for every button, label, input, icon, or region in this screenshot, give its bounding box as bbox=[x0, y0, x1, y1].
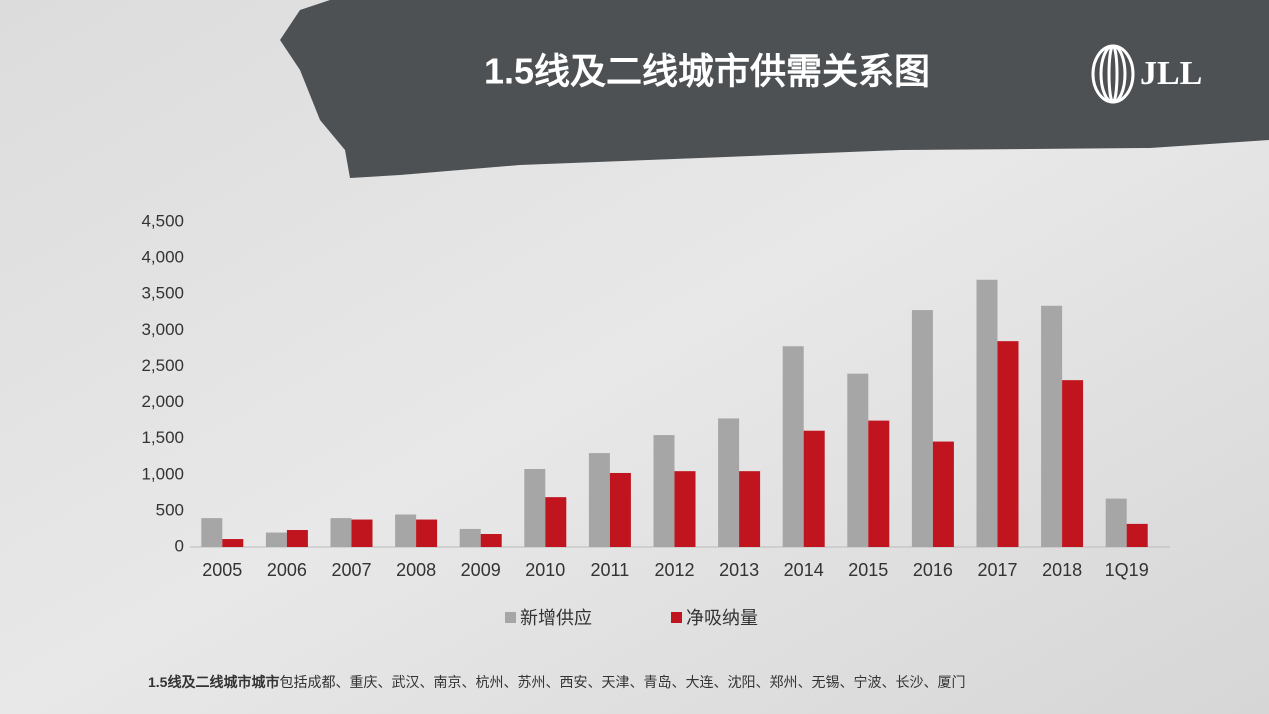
bar bbox=[480, 534, 502, 547]
bar bbox=[201, 518, 223, 547]
logo-mark bbox=[1107, 44, 1119, 104]
bar bbox=[932, 441, 954, 547]
x-tick-label: 2011 bbox=[591, 560, 630, 580]
bar bbox=[1041, 305, 1063, 547]
y-tick-label: 2,500 bbox=[141, 356, 184, 375]
legend-label: 新增供应 bbox=[520, 608, 592, 628]
x-tick-label: 2015 bbox=[848, 560, 888, 580]
bar bbox=[997, 341, 1019, 547]
title-band bbox=[280, 0, 1269, 178]
footnote-bold: 1.5线及二线城市城市 bbox=[148, 674, 279, 690]
y-tick-label: 1,000 bbox=[141, 464, 184, 483]
x-tick-label: 2010 bbox=[525, 560, 565, 580]
bar bbox=[718, 418, 740, 547]
footnote-text: 包括成都、重庆、武汉、南京、杭州、苏州、西安、天津、青岛、大连、沈阳、郑州、无锡… bbox=[279, 674, 965, 690]
bar bbox=[1126, 523, 1148, 547]
x-tick-label: 2008 bbox=[396, 560, 436, 580]
bar bbox=[739, 471, 761, 547]
x-tick-label: 2017 bbox=[977, 560, 1017, 580]
bar bbox=[351, 519, 373, 547]
bar bbox=[674, 471, 696, 547]
footnote: 1.5线及二线城市城市包括成都、重庆、武汉、南京、杭州、苏州、西安、天津、青岛、… bbox=[148, 674, 965, 690]
logo: JLL bbox=[1091, 44, 1202, 104]
logo-text: JLL bbox=[1140, 55, 1202, 92]
legend-label: 净吸纳量 bbox=[686, 608, 758, 628]
x-tick-label: 2014 bbox=[784, 560, 824, 580]
bar bbox=[1105, 498, 1127, 547]
legend-swatch bbox=[505, 612, 516, 623]
legend-swatch bbox=[671, 612, 682, 623]
bar bbox=[847, 373, 869, 547]
x-tick-label: 2006 bbox=[267, 560, 307, 580]
y-tick-label: 500 bbox=[156, 500, 184, 519]
x-tick-label: 1Q19 bbox=[1105, 560, 1149, 580]
y-tick-label: 4,000 bbox=[141, 248, 184, 267]
bar bbox=[222, 539, 244, 547]
chart-title: 1.5线及二线城市供需关系图 bbox=[484, 51, 930, 92]
x-tick-label: 2012 bbox=[654, 560, 694, 580]
y-tick-label: 4,500 bbox=[141, 211, 184, 230]
y-tick-label: 0 bbox=[175, 536, 184, 555]
y-tick-label: 3,500 bbox=[141, 284, 184, 303]
bar bbox=[330, 518, 352, 547]
bar bbox=[524, 469, 546, 547]
bar bbox=[868, 420, 890, 547]
bar bbox=[459, 528, 481, 547]
bar bbox=[653, 435, 675, 547]
x-tick-label: 2013 bbox=[719, 560, 759, 580]
x-tick-label: 2016 bbox=[913, 560, 953, 580]
bar bbox=[976, 279, 998, 547]
x-tick-label: 2005 bbox=[202, 560, 242, 580]
bar bbox=[782, 346, 804, 547]
bar bbox=[609, 472, 631, 547]
bar bbox=[1062, 380, 1084, 547]
y-tick-label: 1,500 bbox=[141, 428, 184, 447]
x-tick-label: 2018 bbox=[1042, 560, 1082, 580]
x-tick-label: 2009 bbox=[461, 560, 501, 580]
y-tick-label: 2,000 bbox=[141, 392, 184, 411]
x-tick-label: 2007 bbox=[331, 560, 371, 580]
bar bbox=[416, 519, 438, 547]
bar bbox=[265, 532, 287, 547]
bar bbox=[803, 430, 825, 547]
y-tick-label: 3,000 bbox=[141, 320, 184, 339]
bar bbox=[395, 514, 417, 547]
bar bbox=[911, 310, 933, 547]
bar bbox=[545, 497, 567, 547]
bar bbox=[588, 453, 610, 547]
bar bbox=[286, 530, 308, 547]
